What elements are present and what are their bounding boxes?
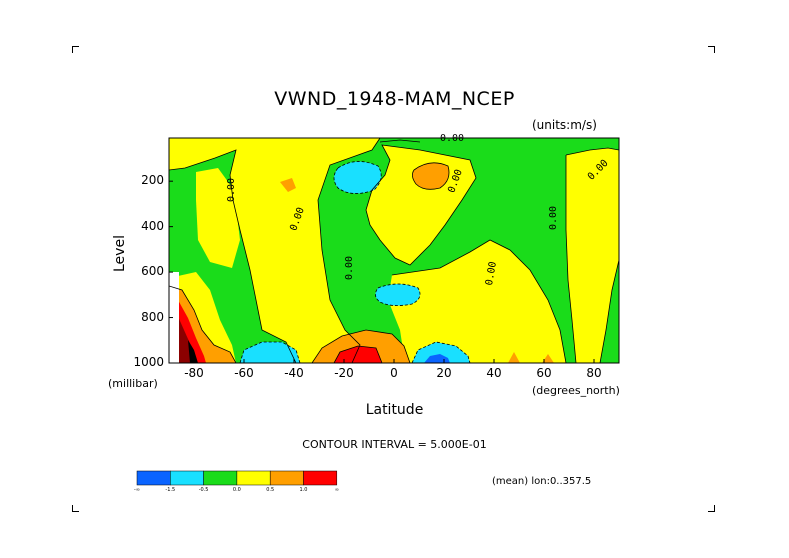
colorbar-label: 1.0	[299, 487, 308, 493]
field-yellow-lower-center	[388, 240, 566, 363]
corner-mark-top-left	[72, 46, 79, 53]
colorbar-label: 0.5	[266, 487, 275, 493]
colorbar-label: -0.5	[198, 487, 209, 493]
field-cyan-lower-left	[240, 342, 300, 363]
x-axis-unit: (degrees_north)	[532, 384, 620, 397]
corner-mark-top-right	[708, 46, 715, 53]
missing-data-region	[169, 272, 179, 363]
field-yellow-left-inner	[196, 168, 240, 268]
colorbar-swatch	[269, 470, 304, 486]
y-tick-label: 1000	[133, 355, 164, 369]
x-tick-label: -60	[234, 366, 254, 380]
corner-mark-bottom-left	[72, 505, 79, 512]
contour-label: 0.00	[484, 261, 499, 287]
field-yellow-right	[566, 148, 619, 363]
colorbar-label: -∞	[134, 487, 140, 493]
field-cyan-lower-center	[412, 342, 470, 363]
x-tick-label: 40	[486, 366, 502, 380]
x-tick-label: -20	[334, 366, 354, 380]
x-axis-label: Latitude	[365, 402, 424, 418]
axis-ticks	[169, 180, 595, 364]
x-tick-label: 60	[536, 366, 552, 380]
contour-label: 0.00	[548, 206, 559, 230]
field-yellow-left	[169, 138, 380, 363]
y-tick-label: 600	[141, 264, 164, 279]
x-tick-label: -80	[184, 366, 204, 380]
field-cyan-upper	[334, 161, 382, 194]
colorbar-swatch	[170, 470, 204, 486]
mean-longitude-text: (mean) lon:0..357.5	[492, 476, 592, 487]
y-tick-label: 200	[141, 173, 164, 188]
contour-label: 0.00	[226, 178, 237, 202]
colorbar-swatch	[303, 470, 338, 486]
contour-interval-text: CONTOUR INTERVAL = 5.000E-01	[302, 438, 487, 451]
corner-mark-bottom-right	[708, 505, 715, 512]
y-tick-label: 400	[141, 218, 164, 233]
x-tick-label: 0	[390, 366, 398, 380]
x-tick-label: 80	[586, 366, 602, 380]
field-orange-small	[280, 178, 296, 192]
x-tick-label: -40	[284, 366, 304, 380]
colorbar-swatch	[236, 470, 271, 486]
colorbar-swatch	[203, 470, 238, 486]
colorbar-label: 0.0	[232, 487, 241, 493]
contour-lines	[169, 138, 619, 363]
field-orange-top	[412, 162, 449, 190]
field-black-left	[188, 340, 198, 363]
colorbar-label: -1.5	[165, 487, 176, 493]
x-tick-label: 20	[436, 366, 452, 380]
contour-label: 0.00	[344, 256, 355, 280]
units-label: (units:m/s)	[532, 118, 597, 132]
y-axis-unit: (millibar)	[108, 377, 158, 390]
field-orange-small-right2	[542, 354, 554, 363]
contour-label: 0.00	[440, 133, 464, 144]
y-tick-label: 800	[141, 309, 164, 324]
colorbar-label: ∞	[334, 487, 339, 493]
field-orange-small-right	[508, 352, 520, 363]
colorbar-swatch	[136, 470, 171, 486]
chart-title: VWND_1948-MAM_NCEP	[274, 88, 515, 110]
field-cyan-mid	[375, 284, 420, 306]
